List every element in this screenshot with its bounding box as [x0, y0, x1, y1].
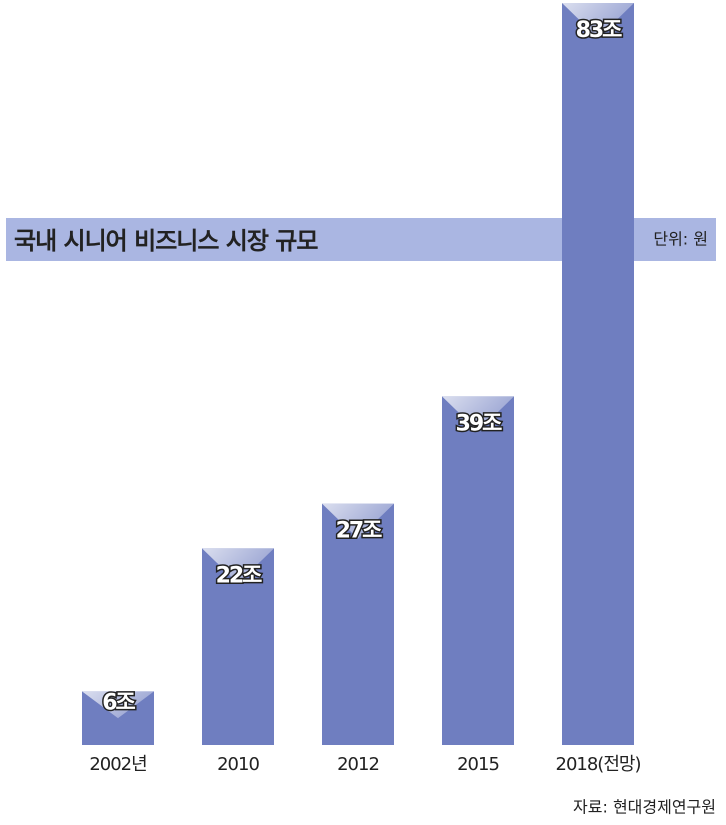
bar-fold	[442, 396, 514, 467]
unit-note: 단위: 원	[653, 230, 708, 249]
value-label: 6조	[102, 690, 135, 715]
value-label: 22조	[216, 563, 263, 588]
bar	[442, 396, 514, 745]
bar-fold	[82, 691, 154, 745]
bar-fold	[322, 503, 394, 574]
x-tick-label: 2002년	[89, 754, 146, 775]
x-tick-label: 2015	[457, 754, 499, 775]
x-tick-label: 2018(전망)	[556, 754, 641, 775]
x-tick-label: 2012	[337, 754, 379, 775]
bar-fold	[562, 3, 634, 73]
bar-fold	[202, 548, 274, 619]
bar	[322, 503, 394, 745]
value-label: 27조	[336, 519, 383, 544]
x-tick-label: 2010	[217, 754, 259, 775]
value-label: 39조	[456, 411, 503, 436]
value-label: 83조	[576, 18, 623, 43]
source-note: 자료: 현대경제연구원	[573, 798, 716, 817]
chart-title: 국내 시니어 비즈니스 시장 규모	[14, 227, 318, 255]
bar	[562, 3, 634, 745]
